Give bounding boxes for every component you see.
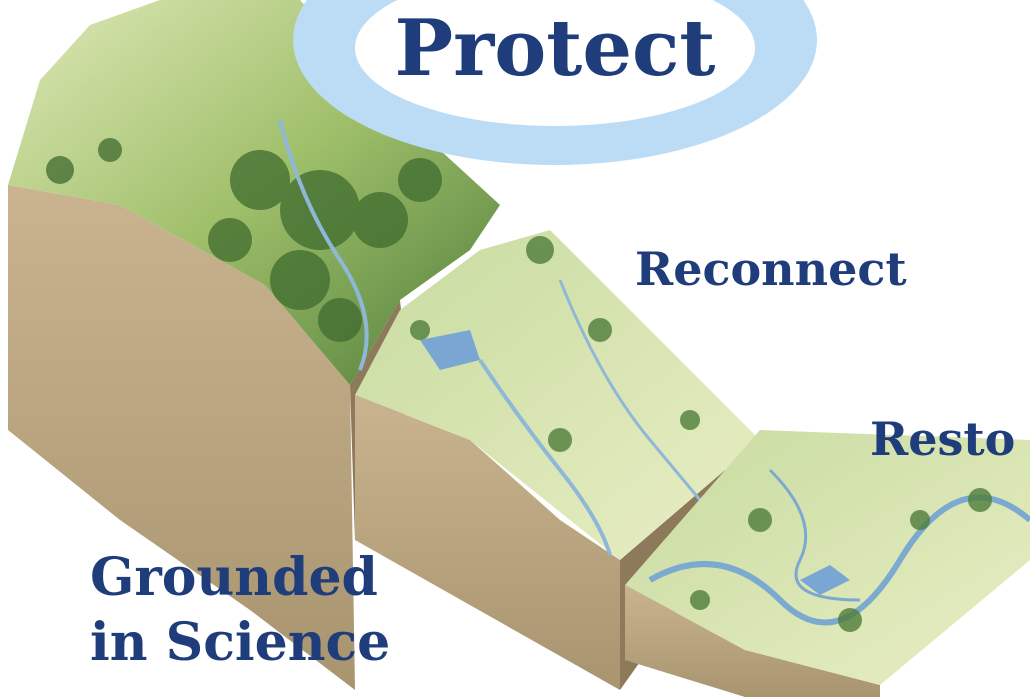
block-front <box>8 185 355 690</box>
terrain-top <box>625 430 1030 685</box>
block-front <box>625 585 880 697</box>
river <box>768 468 861 602</box>
block-front <box>355 395 620 690</box>
label-protect: Protect <box>395 3 716 94</box>
trees <box>410 236 700 452</box>
label-restore: Resto <box>870 412 1015 466</box>
river <box>478 358 612 556</box>
river <box>278 119 369 371</box>
town <box>800 565 850 595</box>
terrain-top <box>355 230 760 560</box>
dam <box>420 330 480 370</box>
river <box>558 279 702 501</box>
label-grounded: Grounded <box>90 547 378 608</box>
label-reconnect: Reconnect <box>635 242 907 296</box>
label-science: in Science <box>90 612 390 673</box>
trees <box>690 488 992 632</box>
highlight-center <box>355 0 755 126</box>
forest <box>46 138 442 342</box>
